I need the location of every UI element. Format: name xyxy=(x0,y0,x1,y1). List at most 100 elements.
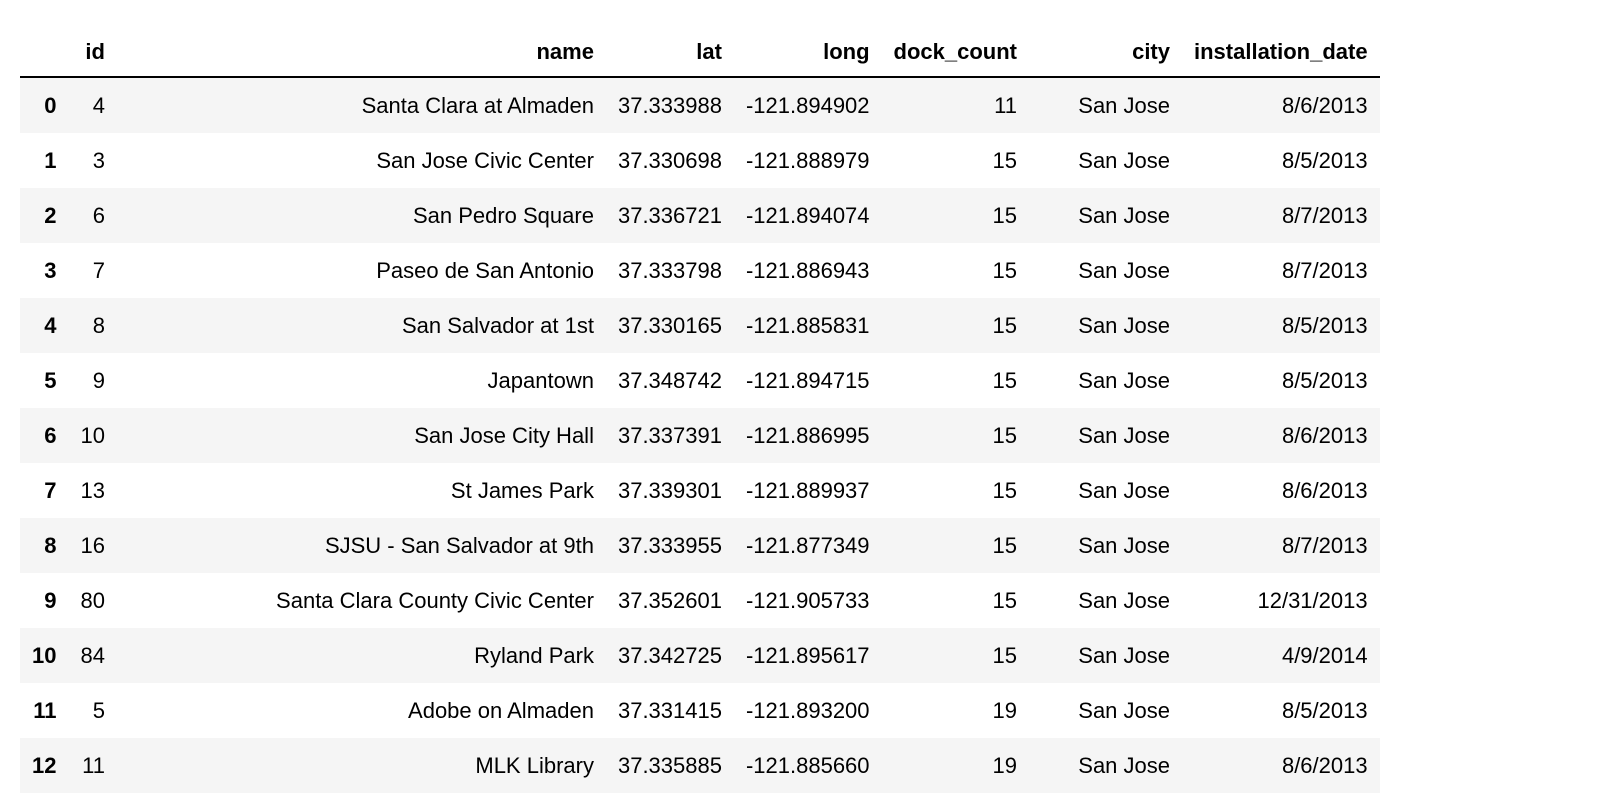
column-header-dock-count: dock_count xyxy=(881,28,1029,78)
cell-name: Japantown xyxy=(487,367,594,393)
cell-name: San Jose City Hall xyxy=(414,422,594,448)
cell-id: 3 xyxy=(92,147,105,173)
table-row: 6 10 San Jose City Hall 37.337391 -121.88699… xyxy=(20,408,1380,463)
cell-dock-count: 15 xyxy=(992,642,1017,668)
cell-city: San Jose xyxy=(1078,257,1170,283)
cell-lat: 37.337391 xyxy=(617,422,722,448)
cell-installation-date: 8/5/2013 xyxy=(1281,367,1368,393)
row-index: 9 xyxy=(44,587,57,613)
cell-city: San Jose xyxy=(1078,202,1170,228)
cell-long: -121.894902 xyxy=(745,92,870,118)
cell-city: San Jose xyxy=(1078,422,1170,448)
row-index: 10 xyxy=(32,642,57,668)
row-index: 3 xyxy=(44,257,57,283)
cell-name: SJSU - San Salvador at 9th xyxy=(324,532,594,558)
cell-dock-count: 15 xyxy=(992,257,1017,283)
cell-installation-date: 8/6/2013 xyxy=(1281,752,1368,778)
cell-city: San Jose xyxy=(1078,532,1170,558)
cell-name: San Jose Civic Center xyxy=(376,147,594,173)
cell-installation-date: 8/6/2013 xyxy=(1281,422,1368,448)
cell-id: 80 xyxy=(80,587,105,613)
cell-name: Adobe on Almaden xyxy=(408,697,594,723)
cell-installation-date: 8/6/2013 xyxy=(1281,92,1368,118)
cell-name: MLK Library xyxy=(475,752,594,778)
cell-city: San Jose xyxy=(1078,312,1170,338)
cell-long: -121.885831 xyxy=(745,312,870,338)
cell-long: -121.888979 xyxy=(745,147,870,173)
cell-dock-count: 15 xyxy=(992,147,1017,173)
cell-lat: 37.339301 xyxy=(617,477,722,503)
cell-city: San Jose xyxy=(1078,587,1170,613)
cell-id: 10 xyxy=(80,422,105,448)
cell-id: 9 xyxy=(92,367,105,393)
row-index: 5 xyxy=(44,367,57,393)
cell-dock-count: 15 xyxy=(992,202,1017,228)
stations-table: id name lat long dock_count city installation_… xyxy=(20,28,1380,793)
cell-installation-date: 8/6/2013 xyxy=(1281,477,1368,503)
cell-dock-count: 19 xyxy=(992,752,1017,778)
row-index: 11 xyxy=(33,697,57,723)
cell-lat: 37.348742 xyxy=(617,367,722,393)
cell-long: -121.905733 xyxy=(745,587,870,613)
cell-dock-count: 11 xyxy=(994,92,1017,118)
cell-city: San Jose xyxy=(1078,477,1170,503)
cell-name: San Pedro Square xyxy=(412,202,594,228)
cell-dock-count: 19 xyxy=(992,697,1017,723)
row-index: 8 xyxy=(44,532,57,558)
cell-id: 4 xyxy=(92,92,105,118)
cell-city: San Jose xyxy=(1078,92,1170,118)
cell-long: -121.893200 xyxy=(745,697,870,723)
cell-lat: 37.333955 xyxy=(617,532,722,558)
column-header-installation-date: installation_date xyxy=(1182,28,1380,78)
table-row: 3 7 Paseo de San Antonio 37.333798 -121.8869… xyxy=(20,243,1380,298)
cell-name: Ryland Park xyxy=(474,642,594,668)
cell-city: San Jose xyxy=(1078,697,1170,723)
column-header-long: long xyxy=(733,28,882,78)
column-header-index xyxy=(20,28,69,78)
cell-id: 7 xyxy=(92,257,105,283)
row-index: 7 xyxy=(44,477,57,503)
cell-lat: 37.342725 xyxy=(617,642,722,668)
table-row: 12 11 MLK Library 37.335885 -121.885660 19 San… xyxy=(20,738,1380,793)
cell-lat: 37.336721 xyxy=(617,202,722,228)
cell-long: -121.877349 xyxy=(745,532,870,558)
cell-long: -121.894715 xyxy=(745,367,870,393)
cell-id: 5 xyxy=(92,697,105,723)
cell-city: San Jose xyxy=(1078,147,1170,173)
cell-id: 84 xyxy=(80,642,105,668)
cell-installation-date: 12/31/2013 xyxy=(1257,587,1368,613)
table-row: 0 4 Santa Clara at Almaden 37.333988 -121.89… xyxy=(20,77,1380,133)
cell-name: Santa Clara County Civic Center xyxy=(276,587,594,613)
cell-lat: 37.335885 xyxy=(617,752,722,778)
cell-name: San Salvador at 1st xyxy=(401,312,594,338)
cell-dock-count: 15 xyxy=(992,477,1017,503)
table-row: 9 80 Santa Clara County Civic Center 37.352… xyxy=(20,573,1380,628)
table-row: 1 3 San Jose Civic Center 37.330698 -121.888… xyxy=(20,133,1380,188)
cell-lat: 37.330698 xyxy=(617,147,722,173)
row-index: 12 xyxy=(32,752,57,778)
row-index: 4 xyxy=(44,312,57,338)
cell-id: 13 xyxy=(80,477,105,503)
cell-long: -121.895617 xyxy=(745,642,870,668)
cell-lat: 37.352601 xyxy=(617,587,722,613)
table-row: 11 5 Adobe on Almaden 37.331415 -121.893200 1… xyxy=(20,683,1380,738)
cell-city: San Jose xyxy=(1078,642,1170,668)
cell-city: San Jose xyxy=(1078,752,1170,778)
cell-lat: 37.331415 xyxy=(617,697,722,723)
cell-installation-date: 8/7/2013 xyxy=(1281,202,1368,228)
cell-long: -121.886995 xyxy=(745,422,870,448)
cell-id: 11 xyxy=(82,752,105,778)
cell-dock-count: 15 xyxy=(992,367,1017,393)
cell-long: -121.889937 xyxy=(745,477,870,503)
cell-installation-date: 8/7/2013 xyxy=(1281,532,1368,558)
cell-name: Santa Clara at Almaden xyxy=(361,92,594,118)
cell-installation-date: 8/5/2013 xyxy=(1281,312,1368,338)
cell-lat: 37.330165 xyxy=(617,312,722,338)
row-index: 1 xyxy=(44,147,57,173)
table-row: 8 16 SJSU - San Salvador at 9th 37.333955 -1… xyxy=(20,518,1380,573)
cell-dock-count: 15 xyxy=(992,532,1017,558)
cell-id: 8 xyxy=(92,312,105,338)
cell-name: St James Park xyxy=(450,477,594,503)
cell-dock-count: 15 xyxy=(992,422,1017,448)
table-row: 7 13 St James Park 37.339301 -121.889937 15 Sa… xyxy=(20,463,1380,518)
